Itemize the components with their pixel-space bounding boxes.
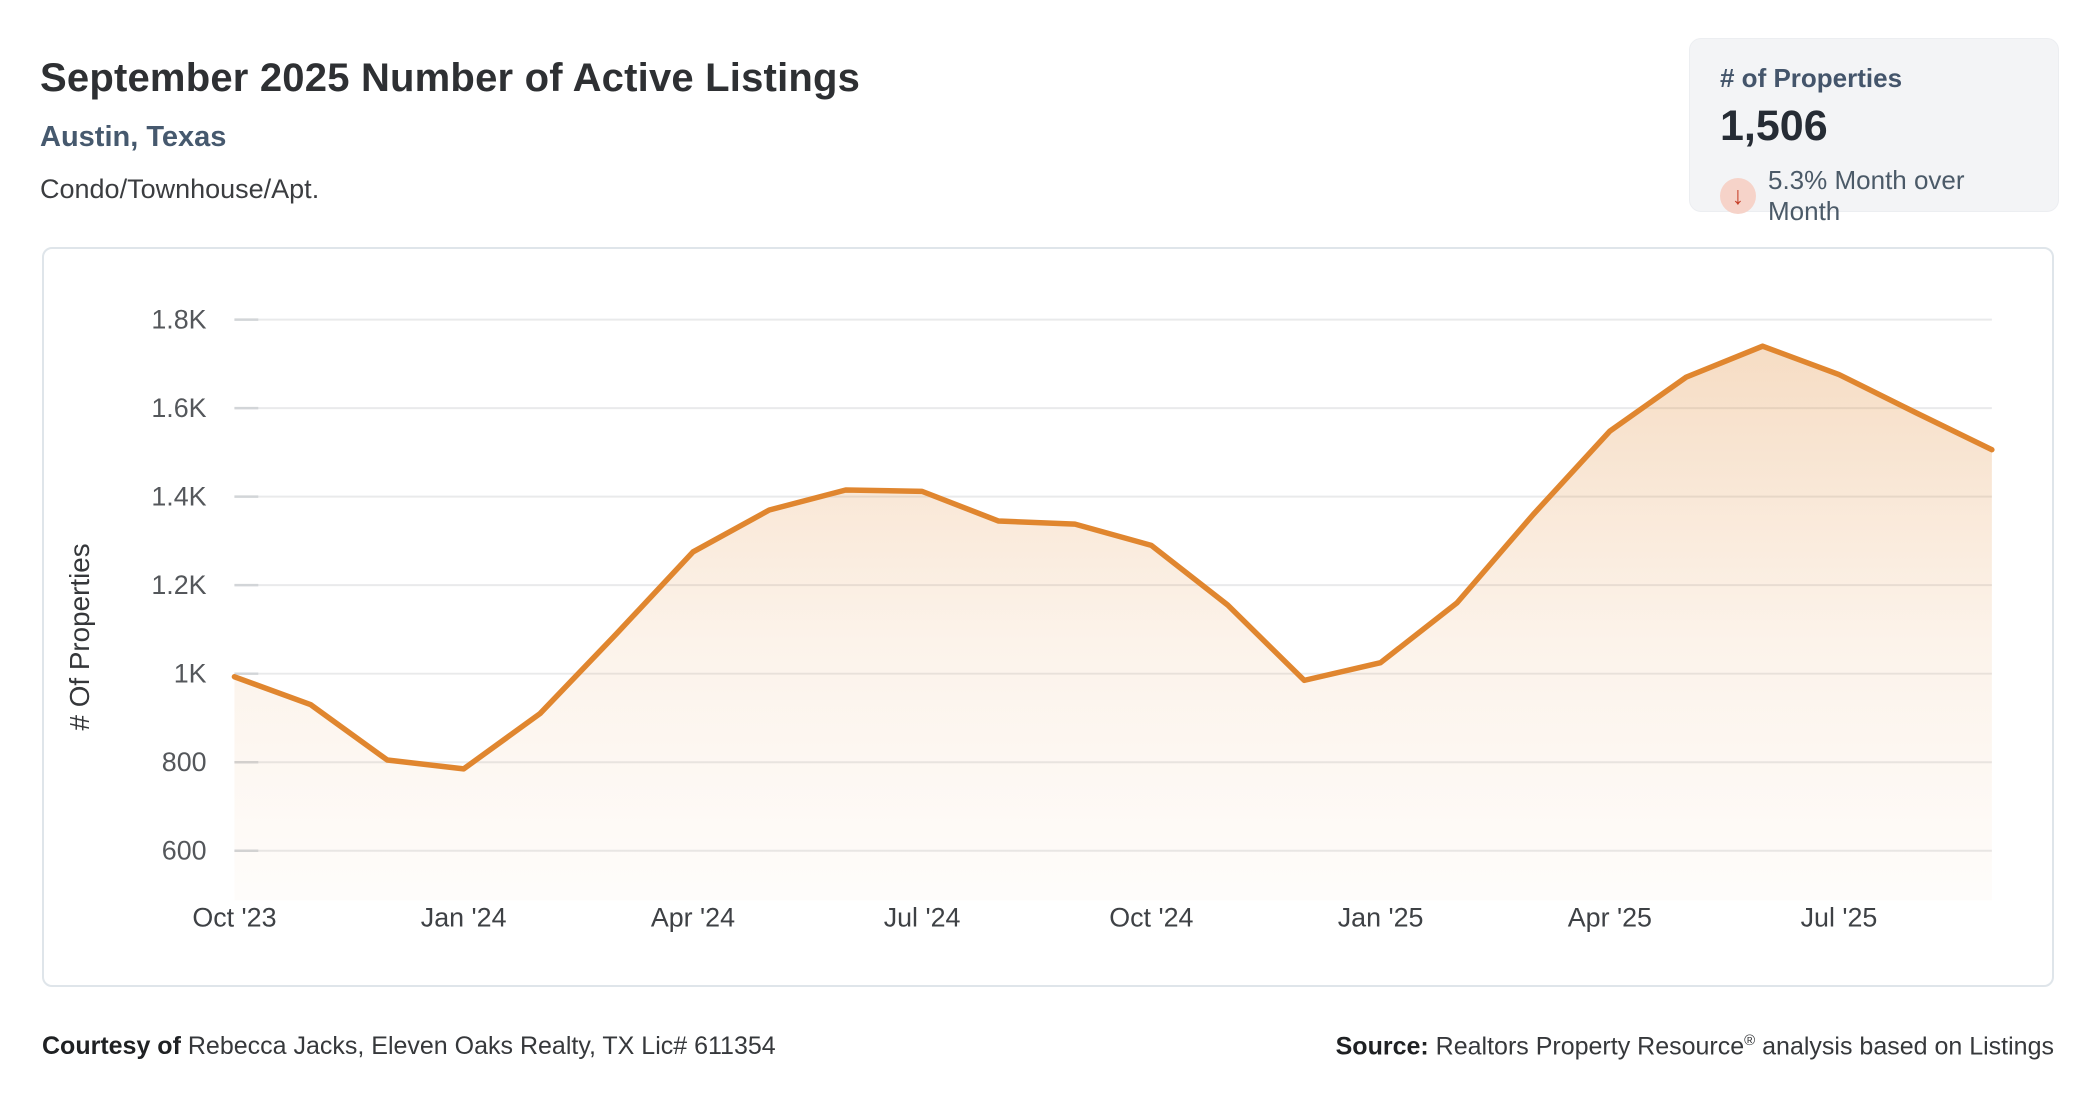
courtesy-label: Courtesy of [42,1032,181,1061]
location-subtitle: Austin, Texas [40,121,227,153]
y-tick-label: 1K [174,659,207,689]
properties-stat-card: # of Properties 1,506 ↓ 5.3% Month over … [1689,38,2059,226]
y-tick-label: 600 [162,836,207,866]
y-tick-label: 1.6K [151,393,206,423]
y-tick-label: 1.8K [151,305,206,335]
area-fill [234,346,1992,901]
y-axis-title: # Of Properties [64,543,95,730]
source-label: Source: [1335,1032,1429,1061]
x-tick-label: Jul '24 [884,902,961,932]
change-arrow-badge: ↓ [1720,178,1756,214]
x-axis-labels: Oct '23 Jan '24 Apr '24 Jul '24 Oct '24 Jan '… [192,902,1877,932]
courtesy-line: Courtesy of Rebecca Jacks, Eleven Oaks R… [42,1032,776,1061]
footer: Courtesy of Rebecca Jacks, Eleven Oaks R… [42,1032,2054,1061]
source-line: Source: Realtors Property Resource® anal… [1336,1032,2054,1061]
report-header: September 2025 Number of Active Listings… [40,56,860,205]
chart-panel: 1.8K 1.6K 1.4K 1.2K 1K 800 600 Oct '23 Jan '24 A… [42,247,2054,987]
property-type-label: Condo/Townhouse/Apt. [40,174,320,204]
registered-mark: ® [1744,1032,1756,1049]
page-title: September 2025 Number of Active Listings [40,56,861,100]
x-tick-label: Oct '23 [192,902,276,932]
x-tick-label: Jan '24 [421,902,507,932]
source-rest: analysis based on Listings [1755,1032,2054,1061]
y-tick-label: 800 [162,747,207,777]
stat-value: 1,506 [1720,102,1828,150]
trend-line [231,343,1995,772]
source-name: Realtors Property Resource [1435,1032,1745,1061]
courtesy-text: Rebecca Jacks, Eleven Oaks Realty, TX Li… [187,1032,776,1061]
x-tick-label: Apr '25 [1568,902,1652,932]
x-tick-label: Apr '24 [651,902,735,932]
x-tick-label: Jul '25 [1801,902,1878,932]
active-listings-area-chart[interactable]: 1.8K 1.6K 1.4K 1.2K 1K 800 600 Oct '23 Jan '24 A… [44,249,2052,985]
down-arrow-icon: ↓ [1731,181,1745,210]
y-tick-label: 1.4K [151,482,206,512]
change-text: 5.3% Month over Month [1768,165,1965,226]
x-tick-label: Jan '25 [1338,902,1424,932]
stat-label: # of Properties [1720,63,1903,93]
month-over-month-row: ↓ 5.3% Month over Month [1720,165,2028,227]
x-tick-label: Oct '24 [1109,902,1193,932]
y-tick-label: 1.2K [151,570,206,600]
